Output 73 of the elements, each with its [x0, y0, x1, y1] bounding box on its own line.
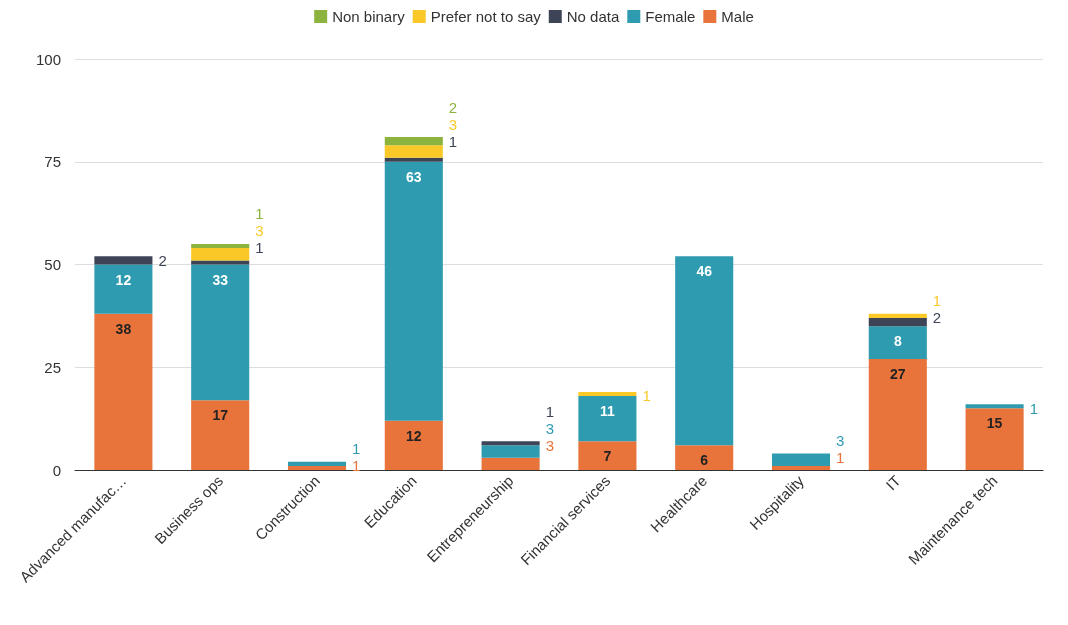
bar — [771, 465, 831, 470]
data-label: 1 — [352, 440, 361, 458]
y-tick-label: 0 — [52, 461, 61, 479]
bar — [868, 317, 927, 327]
y-tick-label: 100 — [35, 50, 61, 68]
data-label: 3 — [255, 222, 264, 240]
bar — [384, 161, 443, 421]
data-label: 1 — [352, 457, 361, 475]
bar — [191, 400, 250, 470]
data-label: 3 — [836, 432, 845, 450]
data-label: 46 — [696, 263, 713, 280]
data-label: 3 — [545, 419, 554, 437]
data-label: 1 — [1029, 399, 1038, 417]
bar — [94, 256, 153, 265]
data-label: 1 — [642, 387, 651, 405]
bar — [481, 441, 540, 446]
data-label: 63 — [406, 168, 422, 185]
bar — [868, 326, 927, 360]
data-label: 1 — [545, 402, 554, 420]
bar — [191, 260, 250, 265]
legend-label: Male — [721, 8, 754, 25]
bar — [675, 256, 734, 446]
legend-label: Prefer not to say — [430, 8, 542, 25]
bar — [384, 145, 443, 158]
y-tick-label: 75 — [44, 153, 61, 171]
data-label: 1 — [932, 292, 942, 310]
bar — [868, 313, 927, 318]
legend-label: No data — [566, 8, 620, 25]
data-label: 38 — [115, 320, 132, 337]
bar — [578, 391, 637, 397]
bar — [384, 137, 443, 146]
data-label: 2 — [158, 251, 167, 269]
data-label: 1 — [255, 205, 264, 223]
bar — [965, 404, 1024, 409]
x-tick-label: IT — [882, 471, 904, 494]
y-tick-label: 25 — [44, 358, 61, 376]
data-label: 3 — [448, 115, 458, 133]
data-label: 11 — [599, 403, 616, 420]
bar — [191, 264, 250, 401]
bar — [965, 408, 1024, 470]
bar — [578, 396, 637, 442]
bar — [675, 445, 734, 470]
data-label: 2 — [932, 309, 942, 327]
bar — [94, 313, 153, 470]
bar — [287, 465, 347, 470]
data-label: 12 — [115, 271, 132, 288]
data-label: 3 — [545, 436, 554, 454]
bar — [578, 441, 637, 470]
legend-label: Female — [645, 8, 696, 25]
legend-label: Non binary — [332, 8, 406, 25]
y-tick-label: 50 — [44, 256, 61, 273]
data-label: 6 — [700, 452, 709, 469]
data-label: 7 — [603, 448, 612, 465]
data-label: 33 — [212, 271, 229, 288]
data-label: 1 — [836, 449, 845, 467]
bar — [481, 445, 540, 458]
data-label: 1 — [448, 132, 458, 150]
bar — [287, 461, 347, 466]
data-label: 2 — [448, 98, 458, 116]
bar — [191, 243, 250, 249]
data-label: 8 — [893, 333, 902, 350]
bar — [94, 264, 153, 314]
bar — [384, 420, 443, 470]
data-label: 27 — [890, 366, 906, 383]
data-label: 15 — [986, 415, 1003, 432]
data-label: 12 — [406, 427, 422, 444]
data-label: 17 — [212, 407, 229, 424]
bar — [868, 359, 927, 470]
bar — [771, 453, 831, 466]
bar — [384, 157, 443, 162]
data-label: 1 — [255, 239, 264, 257]
bar — [191, 248, 250, 261]
bar — [481, 457, 540, 470]
